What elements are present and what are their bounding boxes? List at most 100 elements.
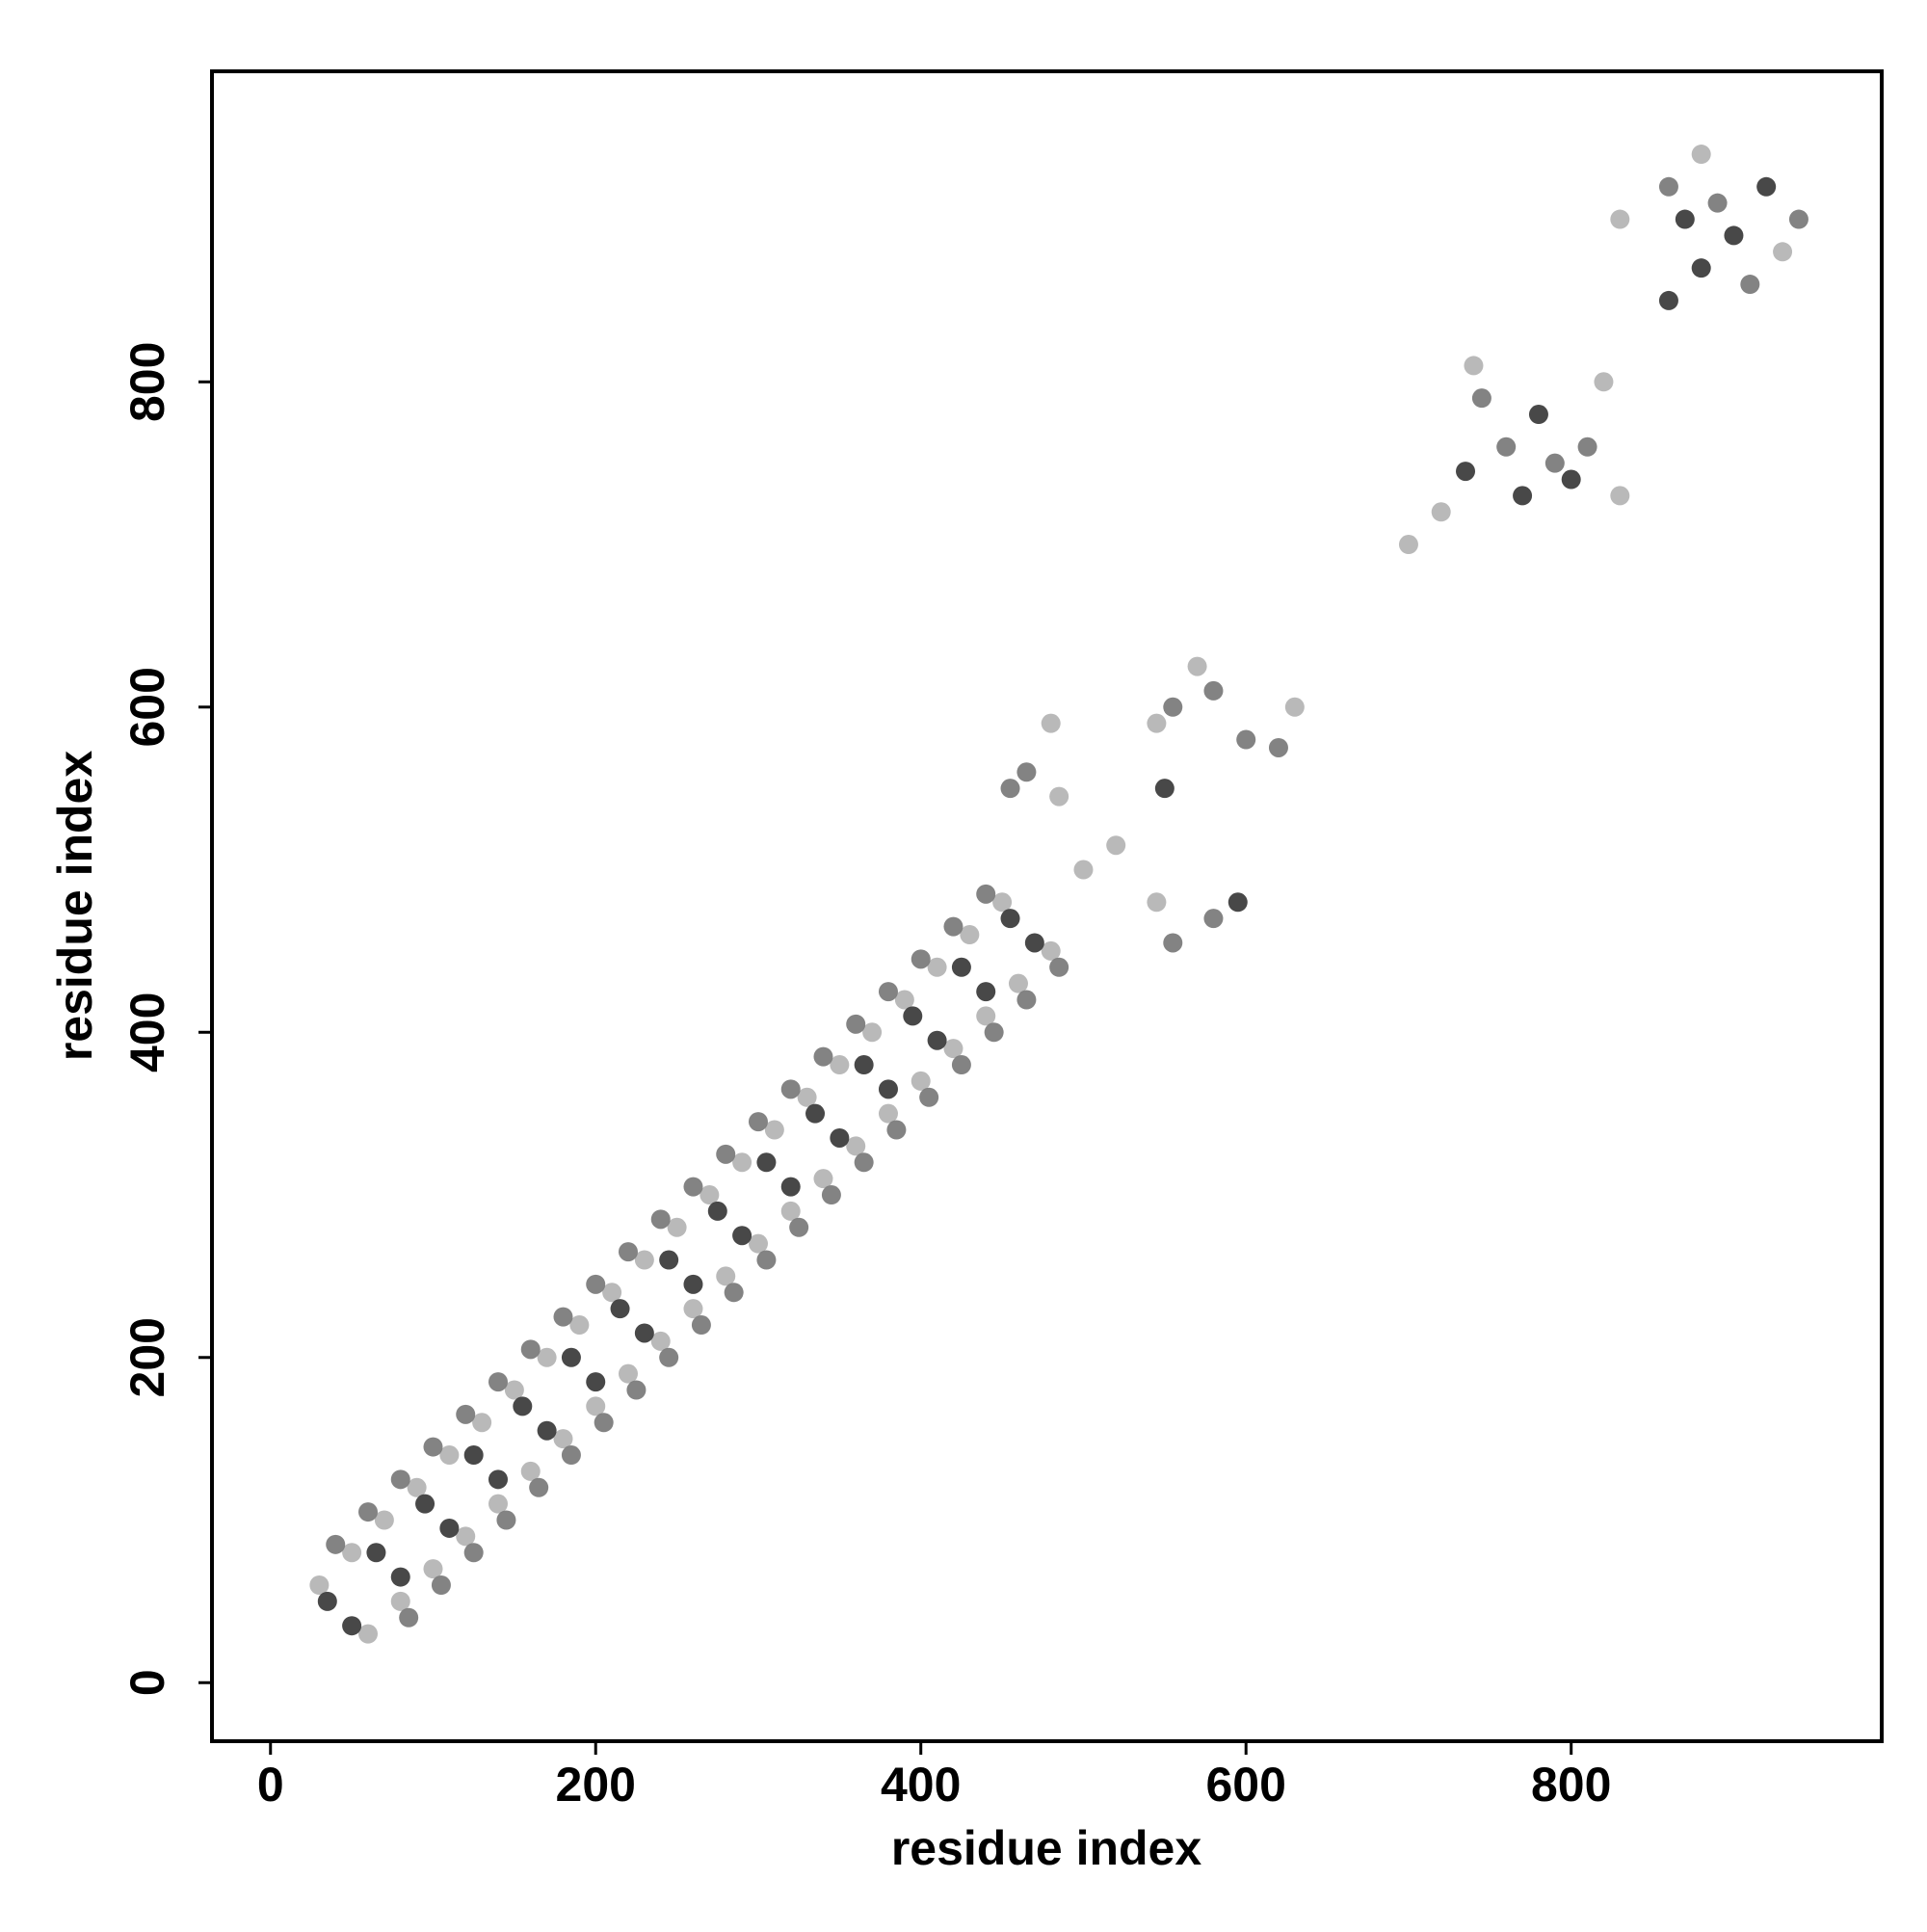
y-axis-title: residue index — [48, 751, 102, 1062]
point — [846, 1136, 866, 1156]
point — [374, 1510, 394, 1530]
x-axis-title: residue index — [891, 1821, 1202, 1875]
point — [830, 1055, 850, 1075]
point — [667, 1217, 687, 1237]
point — [520, 1461, 541, 1481]
point — [903, 1006, 923, 1026]
point — [862, 1022, 883, 1043]
x-tick-label: 400 — [881, 1758, 961, 1812]
point — [390, 1567, 410, 1587]
y-tick-label: 600 — [120, 667, 174, 747]
point — [846, 1014, 866, 1034]
point — [626, 1380, 647, 1400]
point — [423, 1437, 443, 1457]
point — [927, 957, 947, 977]
x-tick-label: 800 — [1531, 1758, 1611, 1812]
point — [1610, 486, 1630, 506]
point — [724, 1283, 744, 1303]
point — [618, 1242, 638, 1262]
point — [1008, 973, 1028, 993]
point — [1471, 388, 1491, 409]
point — [431, 1575, 451, 1596]
point — [691, 1315, 711, 1336]
point — [618, 1363, 638, 1384]
point — [488, 1372, 508, 1392]
point — [659, 1347, 679, 1367]
point — [488, 1469, 508, 1490]
point — [390, 1469, 410, 1490]
point — [317, 1591, 337, 1611]
point — [463, 1543, 484, 1563]
point — [764, 1120, 784, 1140]
x-tick-label: 600 — [1205, 1758, 1285, 1812]
point — [366, 1543, 386, 1563]
point — [1707, 193, 1728, 213]
point — [488, 1494, 508, 1514]
point — [1041, 940, 1061, 961]
point — [756, 1250, 777, 1270]
point — [1236, 729, 1256, 750]
point — [1154, 779, 1175, 799]
point — [732, 1226, 752, 1246]
point — [992, 892, 1013, 913]
point — [504, 1380, 524, 1400]
point — [399, 1607, 419, 1628]
point — [984, 1022, 1004, 1043]
point — [407, 1477, 427, 1497]
point — [748, 1112, 768, 1132]
point — [1724, 225, 1744, 246]
point — [1000, 779, 1020, 799]
point — [496, 1510, 516, 1530]
point — [789, 1217, 809, 1237]
point — [886, 1120, 907, 1140]
point — [561, 1347, 581, 1367]
point — [878, 1079, 898, 1099]
point — [659, 1250, 679, 1270]
point — [1496, 437, 1517, 457]
point — [805, 1103, 826, 1124]
point — [390, 1591, 410, 1611]
point — [1740, 275, 1760, 295]
point — [650, 1209, 671, 1230]
point — [1610, 209, 1630, 229]
point — [602, 1283, 622, 1303]
point — [911, 949, 931, 969]
point — [1227, 892, 1248, 913]
point — [1041, 713, 1061, 733]
point — [1464, 356, 1484, 376]
point — [456, 1404, 476, 1424]
point — [780, 1177, 801, 1197]
point — [439, 1518, 460, 1538]
point — [707, 1201, 727, 1221]
point — [529, 1477, 549, 1497]
x-tick-label: 0 — [257, 1758, 284, 1812]
point — [342, 1543, 362, 1563]
point — [1561, 469, 1581, 490]
point — [1268, 737, 1288, 757]
point — [976, 884, 996, 904]
point — [951, 957, 971, 977]
point — [951, 1055, 971, 1075]
point — [976, 982, 996, 1002]
point — [1073, 860, 1094, 880]
point — [553, 1307, 573, 1327]
point — [878, 1103, 898, 1124]
point — [594, 1413, 614, 1433]
point — [1675, 209, 1695, 229]
point — [423, 1559, 443, 1579]
point — [1788, 209, 1808, 229]
point — [1049, 957, 1069, 977]
point — [976, 1006, 996, 1026]
point — [1024, 933, 1044, 953]
point — [943, 1039, 964, 1059]
point — [927, 1030, 947, 1050]
point — [1106, 835, 1126, 856]
point — [830, 1127, 850, 1148]
point — [878, 982, 898, 1002]
point — [813, 1169, 833, 1189]
point — [357, 1624, 378, 1644]
point — [1658, 176, 1678, 197]
point — [854, 1055, 874, 1075]
point — [610, 1299, 630, 1319]
point — [797, 1087, 817, 1107]
